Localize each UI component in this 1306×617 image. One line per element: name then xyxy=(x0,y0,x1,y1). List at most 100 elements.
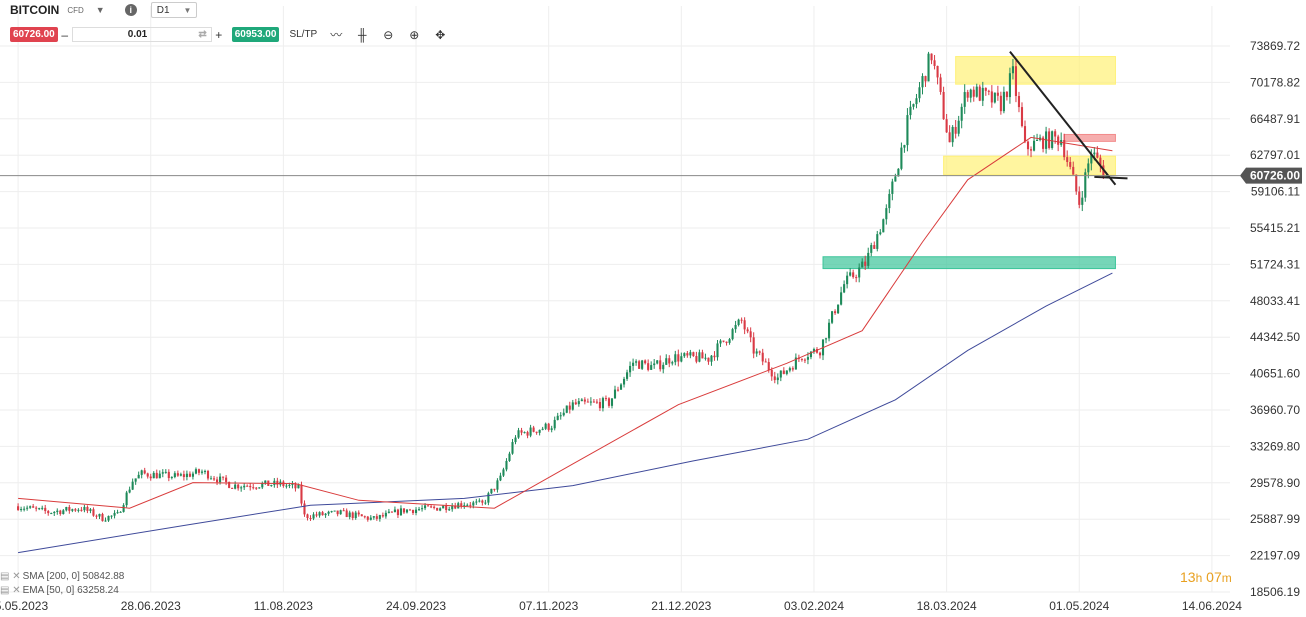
candle-body xyxy=(921,76,924,88)
candle-body xyxy=(824,338,828,340)
candle-body xyxy=(421,508,424,510)
candle-body xyxy=(228,481,231,488)
candle-body xyxy=(306,514,309,518)
candle-body xyxy=(589,401,592,403)
line-chart-icon[interactable]: 〰 xyxy=(330,28,343,42)
candle-body xyxy=(948,132,951,143)
zoom-in-icon[interactable]: ⊕ xyxy=(409,27,420,42)
time-axis[interactable]: 15.05.2023 28.06.2023 11.08.2023 24.09.2023… xyxy=(0,599,1242,613)
candle-body xyxy=(1020,107,1024,127)
candle-body xyxy=(770,370,773,377)
candle-body xyxy=(876,234,879,249)
candle-body xyxy=(861,261,864,268)
timer-minutes-unit: m xyxy=(1221,571,1232,585)
candle-body xyxy=(592,401,595,403)
x-tick-label: 11.08.2023 xyxy=(254,599,313,613)
candle-body xyxy=(345,510,348,518)
candle-body xyxy=(831,311,834,323)
zoom-out-icon[interactable]: ⊖ xyxy=(383,27,394,42)
candle-body xyxy=(442,505,445,509)
sma-toggle-icon[interactable]: ▤ ✕ xyxy=(0,571,21,582)
candle-body xyxy=(161,472,164,474)
candle-body xyxy=(481,500,484,503)
info-icon[interactable]: i xyxy=(124,4,137,16)
candle-body xyxy=(520,430,523,433)
candle-body xyxy=(303,503,306,515)
y-tick-label: 22197.09 xyxy=(1250,549,1300,563)
candle-body xyxy=(122,505,125,512)
candle-body xyxy=(116,512,119,514)
candle-body xyxy=(499,475,502,481)
candle-body xyxy=(225,477,228,482)
buy-price-button[interactable]: 60953.00 xyxy=(231,27,280,42)
candle-body xyxy=(906,115,909,146)
candle-body xyxy=(505,460,508,470)
candle-body xyxy=(312,514,315,519)
candle-body xyxy=(638,361,641,369)
zone-yellow xyxy=(943,155,1116,176)
timeframe-value: D1 xyxy=(156,4,170,16)
candle-body xyxy=(101,513,104,522)
sell-price-button[interactable]: 60726.00 xyxy=(10,27,58,42)
candle-body xyxy=(110,515,113,517)
zone-red xyxy=(1063,133,1116,142)
candle-body xyxy=(1078,191,1081,205)
candle-body xyxy=(285,485,288,487)
y-tick-label: 66487.91 xyxy=(1250,112,1300,126)
candle-body xyxy=(113,512,116,516)
candle-body xyxy=(74,509,77,511)
current-price-line: 60726.00 xyxy=(0,167,1302,184)
candle-body xyxy=(758,351,761,353)
candle-body xyxy=(788,368,791,371)
quantity-input[interactable]: 0.01 ⇄ xyxy=(71,27,212,42)
y-tick-label: 18506.19 xyxy=(1250,585,1300,599)
candle-body xyxy=(707,357,710,362)
candle-body xyxy=(1051,131,1054,148)
sma-legend-label: SMA [200, 0] 50842.88 xyxy=(22,571,125,582)
candle-body xyxy=(885,208,888,220)
candle-body xyxy=(366,516,369,520)
timeframe-select[interactable]: D1 ▼ xyxy=(150,2,198,18)
candle-body xyxy=(1042,137,1045,149)
ema-legend[interactable]: ▤ ✕ EMA [50, 0] 63258.24 xyxy=(0,585,119,596)
candle-body xyxy=(918,87,921,99)
x-tick-label: 01.05.2024 xyxy=(1049,599,1109,613)
candle-body xyxy=(237,484,240,489)
candle-body xyxy=(104,520,107,522)
current-price-label: 60726.00 xyxy=(1250,169,1300,183)
candle-body xyxy=(574,402,577,405)
swap-icon[interactable]: ⇄ xyxy=(198,29,207,40)
candle-body xyxy=(454,506,457,509)
symbol-dropdown-icon[interactable]: ▼ xyxy=(95,5,105,15)
candlestick-icon[interactable]: ╫ xyxy=(357,27,367,42)
y-tick-label: 29578.90 xyxy=(1250,476,1300,490)
ema-toggle-icon[interactable]: ▤ ✕ xyxy=(0,585,21,596)
candle-body xyxy=(38,508,41,510)
candle-body xyxy=(222,476,225,478)
candle-body xyxy=(1017,96,1021,108)
price-axis[interactable]: 73869.72 70178.82 66487.91 62797.01 59106.11… xyxy=(1250,39,1300,599)
candle-body xyxy=(1093,152,1096,155)
candle-body xyxy=(291,483,294,485)
sma-legend[interactable]: ▤ ✕ SMA [200, 0] 50842.88 xyxy=(0,571,124,582)
candle-body xyxy=(402,508,406,513)
candle-body xyxy=(541,428,544,430)
quantity-decrease-button[interactable]: – xyxy=(61,27,69,42)
y-tick-label: 48033.41 xyxy=(1250,294,1300,308)
candle-timer: 13h 07m xyxy=(1180,569,1232,585)
candle-body xyxy=(803,359,806,361)
quantity-increase-button[interactable]: + xyxy=(215,27,223,42)
y-tick-label: 73869.72 xyxy=(1250,39,1300,53)
candle-body xyxy=(761,352,764,362)
candle-body xyxy=(972,89,975,97)
candle-body xyxy=(493,488,496,490)
y-tick-label: 44342.50 xyxy=(1250,330,1300,344)
candle-body xyxy=(776,377,779,381)
candle-body xyxy=(882,219,885,233)
candle-body xyxy=(219,476,222,483)
symbol-name[interactable]: BITCOIN xyxy=(10,3,60,17)
crosshair-move-icon[interactable]: ✥ xyxy=(435,27,446,42)
candle-body xyxy=(511,442,514,454)
sltp-button[interactable]: SL/TP xyxy=(289,29,318,40)
